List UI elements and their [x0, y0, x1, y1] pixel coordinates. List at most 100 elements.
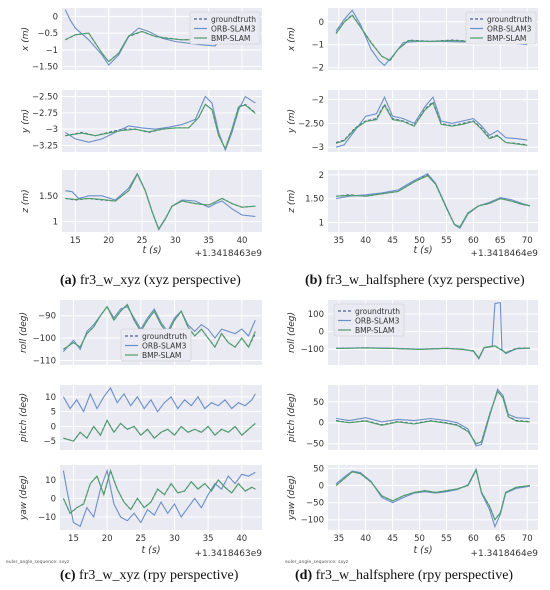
- subplot-c-1: 10 5 0 −5 pitch (deg): [19, 385, 262, 450]
- y-axis-label: z (m): [287, 189, 297, 213]
- caption-b: (b) fr3_w_halfsphere (xyz perspective): [305, 273, 525, 288]
- y-tick-label: −3: [45, 125, 58, 135]
- series-line-orb-slam3: [336, 388, 530, 447]
- series-line-bmp-slam: [62, 468, 256, 515]
- footnote: euler_angle_sequence: sxyz: [6, 559, 70, 565]
- x-tick-label: 55: [441, 236, 452, 246]
- y-tick-label: −5: [43, 437, 56, 447]
- caption-a: (a) fr3_w_xyz (xyz perspective): [60, 273, 241, 288]
- subplot-a-1: −2.50 −2.75 −3 −3.25y (m): [21, 90, 262, 152]
- y-axis-label: roll (deg): [19, 312, 29, 353]
- series-line-orb-slam3: [65, 95, 256, 152]
- subplot-b-1: −2 −2.50 −3 y (m): [287, 90, 538, 153]
- y-tick-label: −2.50: [298, 119, 324, 129]
- y-tick-label: −110: [33, 357, 56, 367]
- y-axis-label: x (m): [21, 27, 31, 52]
- y-tick-label: 0: [51, 494, 56, 504]
- y-axis-label: yaw (deg): [287, 475, 297, 521]
- y-tick-label: −100: [33, 334, 56, 344]
- plot-area: [60, 385, 262, 450]
- legend-label: ORB-SLAM3: [487, 25, 532, 34]
- y-tick-label: −3.25: [32, 141, 58, 151]
- chart-d: 100 0 −100 roll (deg) 50 0 −50 pitch (deg) 50 0 −5…: [285, 300, 538, 565]
- series-line-bmp-slam: [336, 390, 530, 445]
- x-axis-label: t (s): [141, 545, 160, 556]
- y-axis-label: pitch (deg): [19, 393, 29, 443]
- x-tick-label: 15: [70, 236, 81, 246]
- y-tick-label: 100: [308, 310, 324, 320]
- y-axis-label: y (m): [287, 109, 297, 134]
- x-tick-label: 30: [170, 236, 181, 246]
- y-axis-label: x (m): [287, 27, 297, 52]
- series-line-bmp-slam: [335, 101, 528, 146]
- y-axis-label: z (m): [21, 189, 31, 213]
- legend-label: groundtruth: [487, 15, 532, 24]
- series-line-orb-slam3: [335, 95, 528, 148]
- y-tick-label: −2: [311, 96, 324, 106]
- x-tick-label: 70: [522, 534, 533, 544]
- x-tick-label: 65: [495, 534, 506, 544]
- x-tick-label: 25: [135, 534, 146, 544]
- x-tick-label: 35: [333, 534, 344, 544]
- y-axis-label: yaw (deg): [19, 475, 29, 521]
- legend-label: ORB-SLAM3: [142, 342, 187, 351]
- caption-d: (d) fr3_w_halfsphere (rpy perspective): [295, 568, 514, 583]
- legend-label: ORB-SLAM3: [355, 317, 400, 326]
- x-offset-label: +1.3418464e9: [471, 249, 539, 259]
- legend-label: BMP-SLAM: [211, 34, 250, 43]
- x-offset-label: +1.3418463e9: [195, 249, 263, 259]
- y-tick-label: −50: [306, 499, 324, 509]
- series-line-bmp-slam: [335, 468, 530, 521]
- subplot-d-0: 100 0 −100 roll (deg): [287, 300, 538, 365]
- series-line-bmp-slam: [63, 303, 256, 350]
- chart-b: 0 −1 −2 x (m) −2 −2.50 −3 y (m) 2 1.50 1 z (m) 35 40 4…: [287, 8, 538, 259]
- y-tick-label: −10: [38, 513, 56, 523]
- y-tick-label: −100: [301, 516, 324, 526]
- caption-c: (c) fr3_w_xyz (rpy perspective): [60, 568, 239, 583]
- subplot-d-1: 50 0 −50 pitch (deg): [287, 385, 538, 450]
- y-tick-label: −2: [311, 64, 324, 74]
- y-tick-label: −50: [306, 440, 324, 450]
- series-line-bmp-slam: [336, 345, 530, 360]
- y-tick-label: 50: [313, 464, 324, 474]
- x-tick-label: 40: [360, 534, 371, 544]
- x-tick-label: 50: [414, 236, 425, 246]
- y-tick-label: −100: [301, 345, 324, 355]
- legend-label: groundtruth: [355, 307, 400, 316]
- x-offset-label: +1.3418464e9: [471, 549, 539, 559]
- subplot-b-2: 2 1.50 1 z (m) 35 40 45 50 55 60 65 70: [287, 170, 538, 246]
- legend-box: [333, 303, 405, 337]
- series-line-bmp-slam: [63, 419, 256, 442]
- plot-area: [60, 465, 262, 530]
- plot-area: [328, 465, 538, 530]
- y-tick-label: 0: [319, 482, 324, 492]
- y-tick-label: −2.50: [32, 93, 58, 103]
- x-tick-label: 35: [333, 236, 344, 246]
- series-line-orb-slam3: [62, 468, 256, 528]
- y-tick-label: 10: [45, 393, 56, 403]
- series-line-bmp-slam: [65, 172, 256, 231]
- x-tick-label: 15: [68, 534, 79, 544]
- x-tick-label: 65: [495, 236, 506, 246]
- y-tick-label: 1.50: [39, 192, 58, 202]
- legend-label: BMP-SLAM: [487, 34, 526, 43]
- y-tick-label: 0: [53, 12, 58, 22]
- plot-area: [62, 90, 262, 152]
- plot-area: [62, 170, 262, 232]
- x-tick-label: 40: [360, 236, 371, 246]
- series-line-orb-slam3: [335, 467, 530, 529]
- x-tick-label: 45: [387, 534, 398, 544]
- legend-label: ORB-SLAM3: [211, 25, 256, 34]
- subplot-a-2: 1.50 1 z (m) 15 20 25 30 35 40: [21, 170, 262, 246]
- chart-a: 0 −0.5 −1 −1.50 x (m) −2.50 −2.75 −3 −3.25y (m) 1…: [21, 8, 262, 259]
- legend-box: [465, 11, 537, 45]
- y-tick-label: 1: [53, 218, 58, 228]
- y-tick-label: −3: [311, 143, 324, 153]
- legend-label: BMP-SLAM: [355, 326, 394, 335]
- x-axis-label: t (s): [413, 545, 432, 556]
